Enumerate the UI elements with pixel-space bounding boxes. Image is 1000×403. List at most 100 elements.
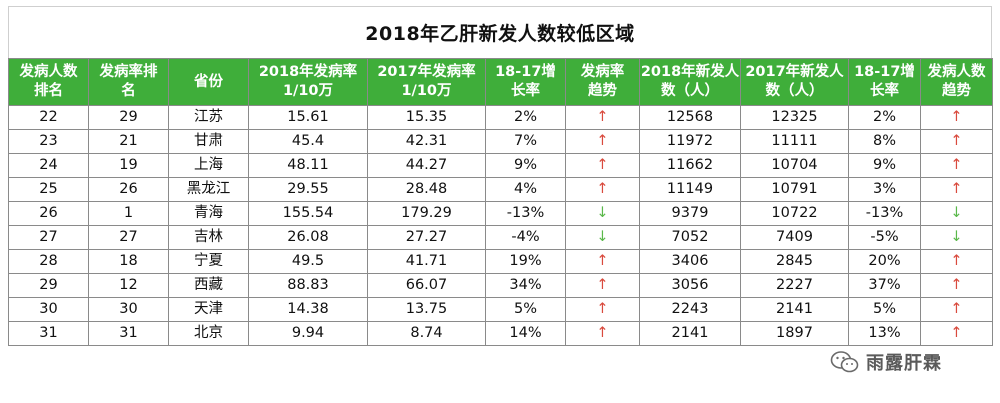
cell-rate-2018: 155.54	[248, 201, 368, 226]
rate-trend-arrow-icon: ↑	[565, 249, 640, 274]
cell-rank: 27	[8, 225, 89, 250]
cell-cases-2018: 11149	[639, 177, 741, 202]
cell-cases-2018: 3056	[639, 273, 741, 298]
cell-cases-2017: 12325	[740, 105, 849, 130]
cell-cases-growth: 2%	[848, 105, 921, 130]
cell-cases-2018: 11972	[639, 129, 741, 154]
cell-cases-2018: 9379	[639, 201, 741, 226]
cell-rate-growth: 34%	[485, 273, 566, 298]
cell-rate-2017: 41.71	[367, 249, 486, 274]
header-rank: 发病人数 排名	[8, 58, 89, 106]
table-row: 25 26 黑龙江 29.55 28.48 4% ↑ 11149 10791 3% ↑	[8, 177, 993, 202]
cell-rate-rank: 21	[88, 129, 169, 154]
cases-trend-arrow-icon: ↑	[920, 153, 993, 178]
cell-rate-growth: 7%	[485, 129, 566, 154]
cell-cases-2018: 12568	[639, 105, 741, 130]
cell-rate-2018: 15.61	[248, 105, 368, 130]
cell-rate-rank: 27	[88, 225, 169, 250]
cell-rate-growth: 14%	[485, 321, 566, 346]
cell-rate-2017: 15.35	[367, 105, 486, 130]
cell-rate-growth: 5%	[485, 297, 566, 322]
watermark: 雨露肝霖	[830, 349, 942, 375]
cases-trend-arrow-icon: ↑	[920, 129, 993, 154]
cell-rate-rank: 12	[88, 273, 169, 298]
rate-trend-arrow-icon: ↓	[565, 225, 640, 250]
cell-rate-rank: 30	[88, 297, 169, 322]
cell-cases-growth: -5%	[848, 225, 921, 250]
cell-rate-2017: 8.74	[367, 321, 486, 346]
cell-rate-2017: 66.07	[367, 273, 486, 298]
table-row: 23 21 甘肃 45.4 42.31 7% ↑ 11972 11111 8% ↑	[8, 129, 993, 154]
table-row: 22 29 江苏 15.61 15.35 2% ↑ 12568 12325 2% ↑	[8, 105, 993, 130]
header-cases-trend: 发病人数 趋势	[920, 58, 993, 106]
cell-province: 北京	[168, 321, 249, 346]
cell-rate-2018: 49.5	[248, 249, 368, 274]
rate-trend-arrow-icon: ↓	[565, 201, 640, 226]
cell-rate-2017: 13.75	[367, 297, 486, 322]
rate-trend-arrow-icon: ↑	[565, 153, 640, 178]
cell-rate-2017: 28.48	[367, 177, 486, 202]
cell-rate-rank: 19	[88, 153, 169, 178]
cell-province: 甘肃	[168, 129, 249, 154]
cell-province: 江苏	[168, 105, 249, 130]
cell-cases-2017: 2845	[740, 249, 849, 274]
cases-trend-arrow-icon: ↑	[920, 321, 993, 346]
cell-cases-2017: 10791	[740, 177, 849, 202]
cell-rate-2018: 45.4	[248, 129, 368, 154]
cell-province: 天津	[168, 297, 249, 322]
cell-cases-growth: 37%	[848, 273, 921, 298]
table-row: 29 12 西藏 88.83 66.07 34% ↑ 3056 2227 37% ↑	[8, 273, 993, 298]
cell-cases-growth: 13%	[848, 321, 921, 346]
cell-rank: 29	[8, 273, 89, 298]
cell-cases-growth: 3%	[848, 177, 921, 202]
cell-cases-2017: 10722	[740, 201, 849, 226]
cases-trend-arrow-icon: ↓	[920, 201, 993, 226]
cell-cases-growth: 5%	[848, 297, 921, 322]
header-province: 省份	[168, 58, 249, 106]
cell-rate-growth: 19%	[485, 249, 566, 274]
rate-trend-arrow-icon: ↑	[565, 177, 640, 202]
cell-rate-growth: -4%	[485, 225, 566, 250]
rate-trend-arrow-icon: ↑	[565, 321, 640, 346]
cell-province: 宁夏	[168, 249, 249, 274]
cell-cases-2018: 3406	[639, 249, 741, 274]
cell-rank: 22	[8, 105, 89, 130]
cell-province: 黑龙江	[168, 177, 249, 202]
header-rate-trend: 发病率 趋势	[565, 58, 640, 106]
cell-cases-2018: 11662	[639, 153, 741, 178]
cell-cases-2017: 1897	[740, 321, 849, 346]
cell-rank: 28	[8, 249, 89, 274]
cell-rate-growth: 4%	[485, 177, 566, 202]
header-rate-rank: 发病率排名	[88, 58, 169, 106]
cell-province: 青海	[168, 201, 249, 226]
header-rate-2017: 2017年发病率 1/10万	[367, 58, 486, 106]
cell-rank: 25	[8, 177, 89, 202]
data-table: 发病人数 排名 发病率排名 省份 2018年发病率 1/10万 2017年发病率 1/…	[8, 58, 993, 346]
table-row: 28 18 宁夏 49.5 41.71 19% ↑ 3406 2845 20% ↑	[8, 249, 993, 274]
watermark-text: 雨露肝霖	[866, 353, 942, 374]
cell-rate-growth: 9%	[485, 153, 566, 178]
cell-rate-rank: 1	[88, 201, 169, 226]
cell-province: 西藏	[168, 273, 249, 298]
cell-rate-2017: 42.31	[367, 129, 486, 154]
cell-rank: 31	[8, 321, 89, 346]
cases-trend-arrow-icon: ↑	[920, 273, 993, 298]
table-body: 22 29 江苏 15.61 15.35 2% ↑ 12568 12325 2% ↑ 23 21 甘肃 45…	[8, 105, 993, 346]
table-row: 26 1 青海 155.54 179.29 -13% ↓ 9379 10722 -13% ↓	[8, 201, 993, 226]
cell-rate-2018: 9.94	[248, 321, 368, 346]
rate-trend-arrow-icon: ↑	[565, 105, 640, 130]
wechat-icon	[830, 351, 859, 373]
cell-rate-2018: 26.08	[248, 225, 368, 250]
cell-rank: 24	[8, 153, 89, 178]
table-row: 30 30 天津 14.38 13.75 5% ↑ 2243 2141 5% ↑	[8, 297, 993, 322]
table-title: 2018年乙肝新发人数较低区域	[365, 23, 635, 45]
cell-rank: 23	[8, 129, 89, 154]
cell-cases-2017: 10704	[740, 153, 849, 178]
rate-trend-arrow-icon: ↑	[565, 129, 640, 154]
cell-cases-growth: 9%	[848, 153, 921, 178]
rate-trend-arrow-icon: ↑	[565, 273, 640, 298]
cell-rate-2017: 179.29	[367, 201, 486, 226]
cell-rate-2017: 27.27	[367, 225, 486, 250]
cell-cases-2017: 2141	[740, 297, 849, 322]
cell-rank: 30	[8, 297, 89, 322]
